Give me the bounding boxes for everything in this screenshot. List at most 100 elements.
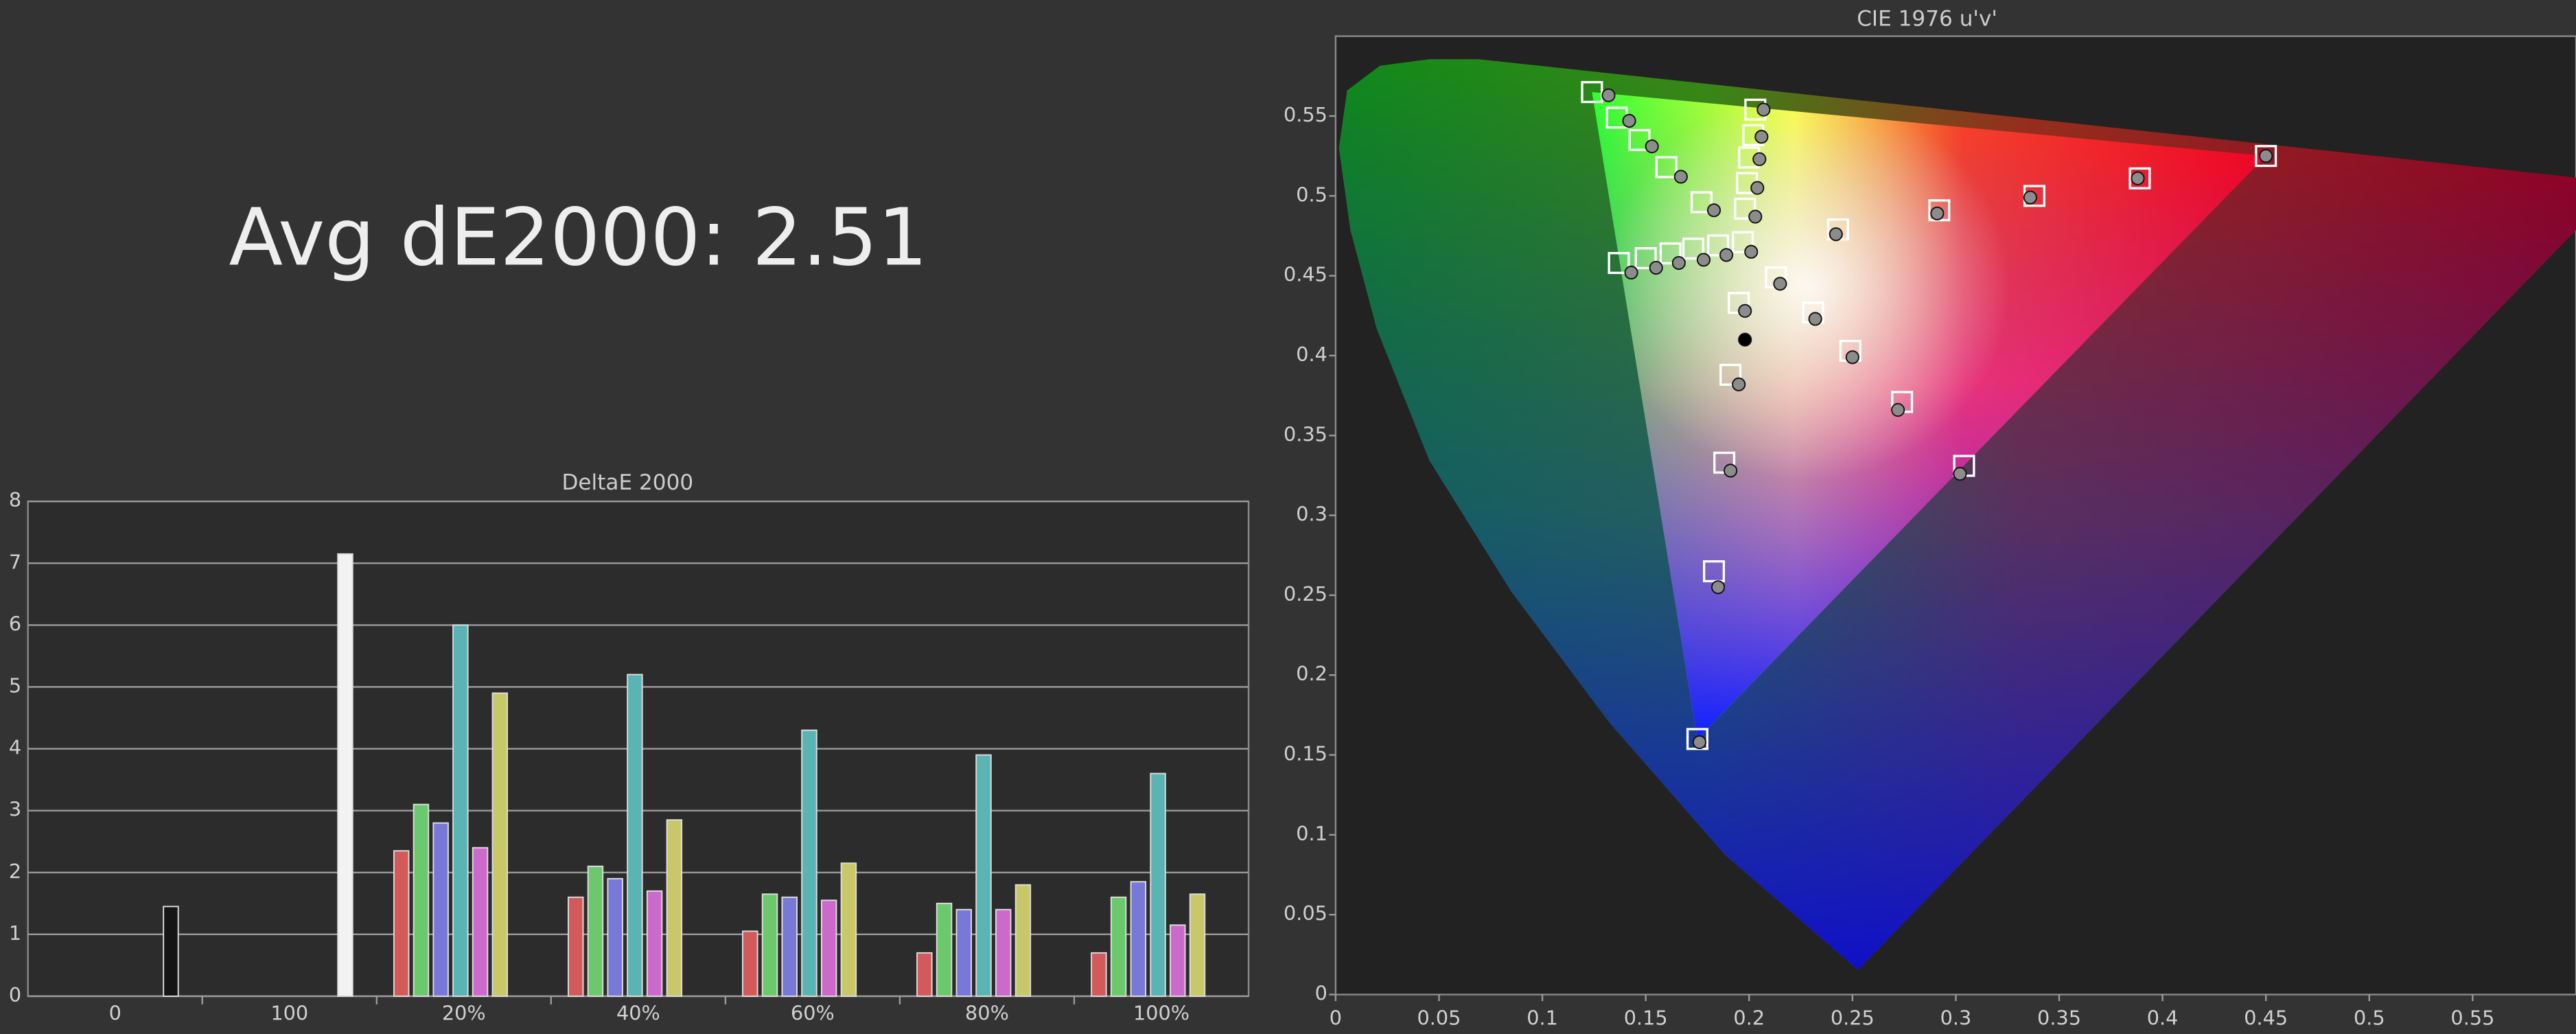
target-marker [1734, 197, 1756, 220]
x-tick-label: 0.5 [2354, 1006, 2385, 1029]
measured-marker [1724, 463, 1738, 478]
y-tick-label: 0.25 [1284, 582, 1327, 606]
measured-marker [1622, 113, 1636, 128]
measured-marker [1738, 332, 1752, 347]
measured-marker [1829, 227, 1843, 242]
y-tick-label: 1 [9, 921, 21, 945]
target-marker [1581, 81, 1603, 104]
target-marker [1719, 363, 1742, 386]
bar [666, 819, 683, 997]
avg-delta-e: Avg dE2000: 2.51 [229, 192, 927, 284]
measured-marker [1711, 580, 1726, 595]
measured-marker [1645, 139, 1659, 154]
measured-marker [1891, 403, 1905, 417]
measured-marker [2131, 171, 2145, 185]
bar [1091, 952, 1107, 997]
x-tick-label: 0.35 [2037, 1006, 2081, 1029]
y-tick-label: 0.2 [1296, 662, 1327, 685]
bar [587, 865, 604, 997]
measured-marker [1707, 203, 1721, 218]
bar [936, 902, 953, 997]
bar [607, 877, 623, 997]
y-tick-label: 7 [9, 550, 21, 573]
measured-marker [1744, 244, 1759, 259]
x-tick-label: 0.1 [1527, 1006, 1558, 1029]
y-tick-label: 0.1 [1296, 822, 1327, 845]
x-tick-label: 0.25 [1831, 1006, 1875, 1029]
target-marker [1686, 728, 1709, 750]
target-marker [1707, 234, 1730, 257]
measured-marker [1748, 209, 1763, 224]
y-tick-label: 8 [9, 488, 21, 512]
x-tick-label: 0.2 [1733, 1006, 1765, 1029]
bar [1189, 893, 1206, 997]
bar [568, 896, 584, 997]
measured-marker [1673, 170, 1688, 184]
x-tick-label: 0.4 [2147, 1006, 2179, 1029]
target-marker [2128, 167, 2151, 189]
bar [646, 890, 663, 997]
chart-title: CIE 1976 u'v' [1857, 7, 1997, 32]
measured-marker [1773, 277, 1787, 291]
bar [491, 692, 509, 997]
bar [916, 952, 933, 997]
x-tick-label: 0.05 [1417, 1006, 1461, 1029]
bar [955, 908, 973, 997]
y-tick-label: 6 [9, 612, 21, 635]
bar [801, 729, 817, 997]
target-marker [1655, 156, 1678, 179]
measured-marker [1671, 255, 1686, 271]
bar [742, 930, 758, 997]
measured-marker [1601, 88, 1616, 102]
x-tick-label: 0 [109, 1001, 121, 1024]
bar [840, 862, 857, 997]
bar [820, 899, 837, 997]
target-marker [1659, 242, 1682, 265]
y-tick-label: 0.55 [1284, 103, 1327, 126]
measured-marker [1649, 260, 1663, 275]
bar [472, 847, 489, 997]
measured-marker [1719, 248, 1734, 262]
y-tick-label: 0.35 [1284, 422, 1327, 446]
x-tick-label: 0.45 [2244, 1006, 2288, 1029]
target-marker [1634, 247, 1657, 270]
bar [761, 893, 778, 997]
y-tick-label: 5 [9, 674, 21, 698]
measured-marker [1754, 130, 1769, 144]
x-tick-label: 0 [1330, 1006, 1342, 1029]
measured-marker [1732, 377, 1746, 391]
measured-marker [1953, 467, 1967, 481]
target-marker [2255, 145, 2277, 168]
target-marker [1703, 560, 1726, 583]
bar [995, 908, 1012, 997]
x-tick-label: 100 [270, 1001, 308, 1024]
target-marker [1690, 191, 1713, 214]
bar [627, 674, 643, 997]
x-tick-label: 40% [616, 1001, 660, 1024]
x-tick-label: 100% [1133, 1001, 1190, 1024]
measured-marker [1624, 265, 1638, 280]
measured-marker [1752, 152, 1767, 166]
target-marker [1928, 199, 1951, 222]
target-marker [1682, 238, 1704, 260]
target-marker [1732, 231, 1754, 253]
x-tick-label: 0.3 [1940, 1006, 1972, 1029]
x-tick-label: 20% [442, 1001, 486, 1024]
target-marker [1608, 251, 1630, 275]
bar [1130, 881, 1147, 997]
bar [1110, 896, 1127, 997]
y-tick-label: 2 [9, 860, 21, 883]
bar [1170, 924, 1186, 997]
chart-title: DeltaE 2000 [561, 470, 693, 495]
y-tick-label: 4 [9, 736, 21, 759]
bar [975, 754, 992, 997]
bar [413, 803, 430, 997]
x-tick-label: 0.55 [2450, 1006, 2494, 1029]
bar [781, 896, 798, 997]
y-tick-label: 0 [1315, 982, 1327, 1005]
measured-marker [1738, 303, 1752, 318]
measured-marker [1845, 350, 1859, 365]
bar [337, 553, 353, 997]
y-tick-label: 0.45 [1284, 263, 1327, 286]
